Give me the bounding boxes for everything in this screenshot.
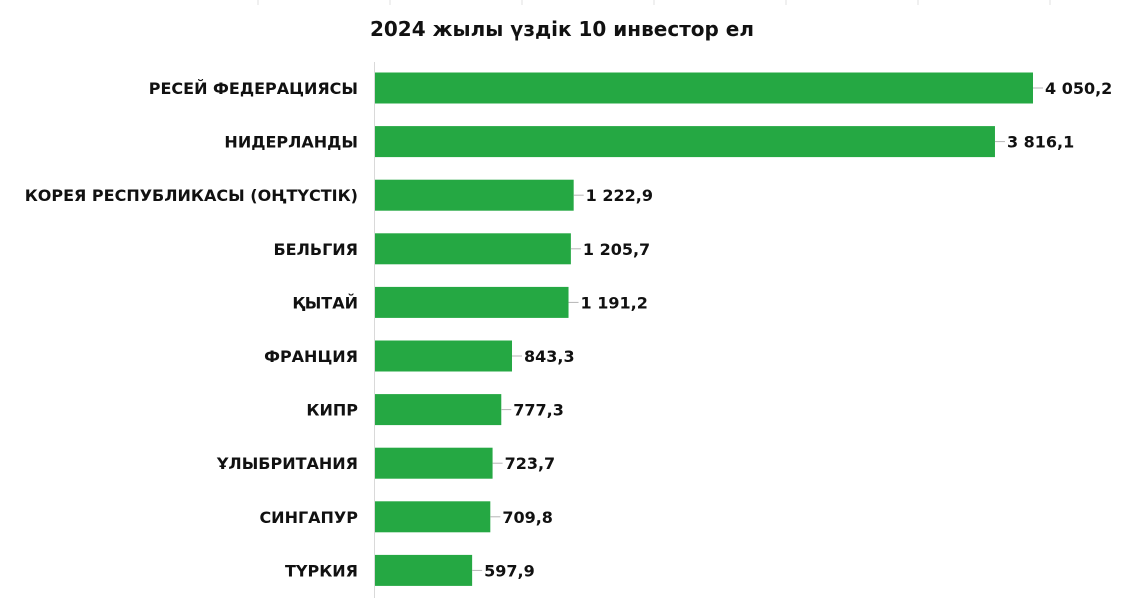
bar-row: КОРЕЯ РЕСПУБЛИКАСЫ (ОҢТҮСТІК) 1 222,9 bbox=[25, 179, 653, 211]
value-label: 723,7 bbox=[505, 454, 556, 473]
bar bbox=[375, 286, 569, 318]
value-label: 1 222,9 bbox=[586, 186, 653, 205]
bar-row: СИНГАПУР 709,8 bbox=[259, 501, 553, 533]
chart-title: 2024 жылы үздік 10 инвестор ел bbox=[370, 17, 754, 41]
category-label: НИДЕРЛАНДЫ bbox=[224, 133, 358, 152]
value-label: 3 816,1 bbox=[1007, 133, 1074, 152]
bar bbox=[375, 179, 574, 211]
bar bbox=[375, 394, 502, 426]
value-label: 1 205,7 bbox=[583, 240, 650, 259]
bar-row: ҰЛЫБРИТАНИЯ 723,7 bbox=[216, 447, 556, 479]
value-label: 1 191,2 bbox=[581, 293, 648, 312]
bar-row: ФРАНЦИЯ 843,3 bbox=[264, 340, 575, 372]
bar bbox=[375, 126, 995, 158]
category-label: ФРАНЦИЯ bbox=[264, 347, 358, 366]
category-label: ҰЛЫБРИТАНИЯ bbox=[216, 454, 358, 473]
category-label: БЕЛЬГИЯ bbox=[273, 240, 358, 259]
bar-row: РЕСЕЙ ФЕДЕРАЦИЯСЫ 4 050,2 bbox=[149, 72, 1112, 104]
value-label: 843,3 bbox=[524, 347, 575, 366]
bar-row: НИДЕРЛАНДЫ 3 816,1 bbox=[224, 126, 1074, 158]
category-label: ТҮРКИЯ bbox=[285, 561, 358, 580]
bar-row: ҚЫТАЙ 1 191,2 bbox=[292, 286, 648, 318]
bars-group: РЕСЕЙ ФЕДЕРАЦИЯСЫ 4 050,2 НИДЕРЛАНДЫ 3 816,… bbox=[25, 72, 1112, 586]
bar-row: ТҮРКИЯ 597,9 bbox=[285, 554, 535, 586]
value-label: 597,9 bbox=[484, 561, 535, 580]
bar-row: БЕЛЬГИЯ 1 205,7 bbox=[273, 233, 650, 265]
bar bbox=[375, 340, 513, 372]
category-label: КИПР bbox=[306, 401, 358, 420]
category-label: СИНГАПУР bbox=[259, 508, 358, 527]
bar bbox=[375, 72, 1033, 104]
bar-row: КИПР 777,3 bbox=[306, 394, 564, 426]
bar bbox=[375, 233, 571, 265]
category-label: РЕСЕЙ ФЕДЕРАЦИЯСЫ bbox=[149, 79, 358, 98]
category-label: КОРЕЯ РЕСПУБЛИКАСЫ (ОҢТҮСТІК) bbox=[25, 186, 358, 205]
value-label: 777,3 bbox=[513, 401, 564, 420]
category-label: ҚЫТАЙ bbox=[292, 293, 358, 312]
value-label: 4 050,2 bbox=[1045, 79, 1112, 98]
bar bbox=[375, 447, 493, 479]
bar bbox=[375, 501, 491, 533]
top-tick-marks bbox=[257, 0, 1051, 5]
bar bbox=[375, 554, 473, 586]
value-label: 709,8 bbox=[502, 508, 553, 527]
